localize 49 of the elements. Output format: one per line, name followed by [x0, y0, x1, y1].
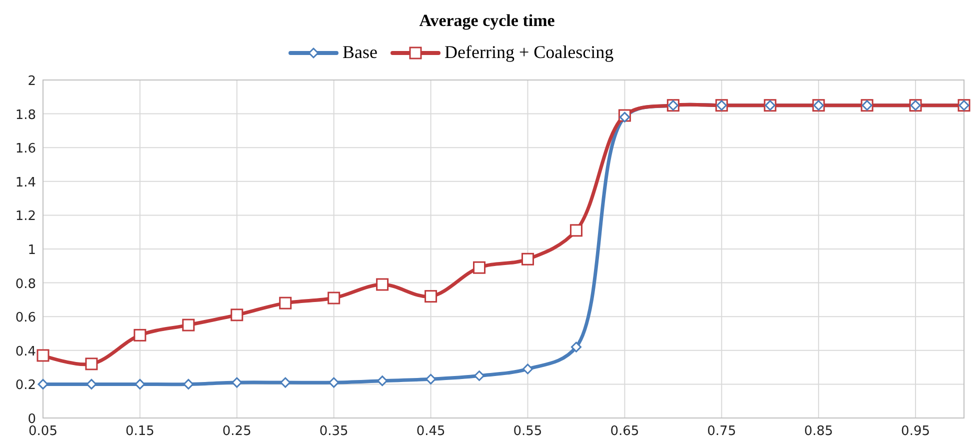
point: [86, 378, 97, 390]
x-tick-label: 0.05: [28, 424, 58, 439]
point: [280, 377, 291, 388]
point: [474, 370, 485, 381]
point: [183, 378, 194, 390]
x-tick-label: 0.55: [513, 424, 542, 439]
y-tick-label: 0.4: [15, 344, 36, 360]
y-tick-label: 0.8: [15, 276, 36, 292]
point: [522, 364, 533, 374]
point: [424, 290, 438, 303]
y-tick-label: 1.4: [15, 175, 36, 190]
point: [377, 376, 388, 386]
point: [426, 374, 436, 384]
point: [328, 377, 340, 388]
x-tick-label: 0.35: [319, 424, 348, 439]
x-tick-label: 0.65: [610, 424, 640, 439]
point: [619, 112, 630, 122]
y-tick-label: 2: [28, 74, 36, 89]
x-tick-label: 0.15: [125, 424, 154, 439]
x-tick-label: 0.25: [222, 424, 252, 439]
y-tick-label: 1: [28, 243, 36, 258]
x-tick-label: 0.85: [804, 424, 834, 439]
y-tick-label: 1.2: [15, 209, 36, 224]
point: [230, 308, 244, 322]
point: [36, 349, 50, 362]
point: [279, 296, 292, 310]
point: [134, 378, 146, 390]
y-tick-label: 1.6: [15, 142, 36, 157]
x-tick-label: 0.95: [901, 424, 930, 439]
chart-title: Average cycle time: [419, 11, 556, 30]
y-tick-label: 1.8: [15, 108, 36, 123]
point: [521, 252, 534, 266]
point: [182, 318, 195, 332]
point: [473, 261, 486, 274]
y-tick-label: 0.2: [15, 378, 36, 394]
point: [232, 377, 242, 388]
point: [134, 328, 146, 342]
legend-label: Deferring + Coalescing: [444, 42, 614, 62]
point: [328, 292, 340, 304]
point: [570, 342, 582, 352]
y-tick-label: 0.6: [15, 310, 36, 326]
x-tick-label: 0.45: [416, 424, 446, 439]
point: [570, 224, 582, 237]
x-tick-label: 0.75: [707, 424, 736, 439]
point: [85, 358, 98, 370]
y-tick-label: 0: [28, 412, 36, 427]
point: [38, 378, 48, 390]
point: [376, 278, 389, 291]
legend-label: Base: [342, 42, 378, 62]
